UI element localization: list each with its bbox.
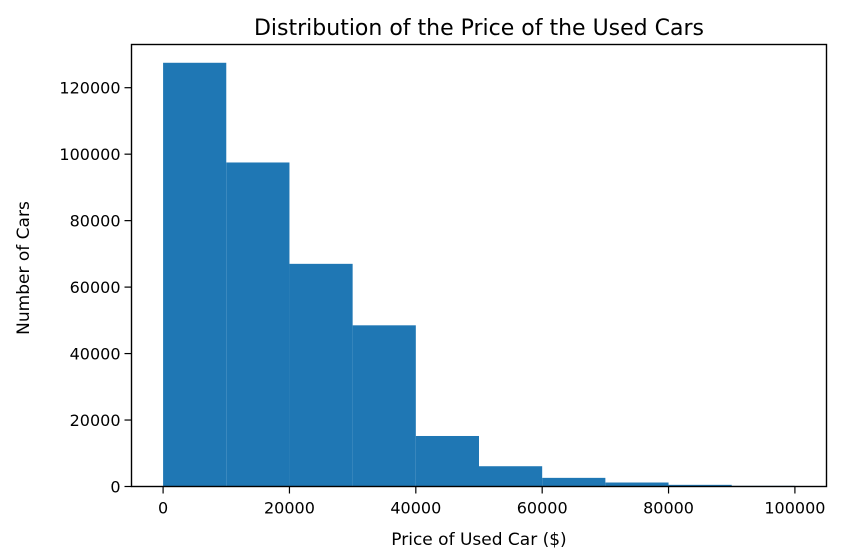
histogram-bar-3 [352, 325, 416, 487]
x-tick-label-3: 60000 [517, 499, 568, 518]
x-axis-label: Price of Used Car ($) [391, 530, 566, 550]
y-axis-label: Number of Cars [14, 201, 34, 335]
x-tick-label-2: 40000 [390, 499, 441, 518]
y-tick-label-1: 20000 [70, 411, 121, 430]
x-tick-label-0: 0 [158, 499, 168, 518]
x-tick-label-5: 100000 [764, 499, 825, 518]
x-axis: 0 20000 40000 60000 80000 100000 [158, 486, 825, 518]
y-tick-label-2: 40000 [70, 345, 121, 364]
y-tick-label-5: 100000 [59, 145, 120, 164]
y-tick-label-0: 0 [110, 478, 120, 497]
x-tick-label-1: 20000 [264, 499, 315, 518]
histogram-bar-4 [415, 435, 479, 487]
histogram-bar-7 [605, 482, 669, 487]
y-tick-label-4: 80000 [70, 212, 121, 231]
y-tick-label-6: 120000 [59, 79, 120, 98]
x-tick-label-4: 80000 [643, 499, 694, 518]
histogram-bar-2 [289, 263, 353, 487]
y-axis: 0 20000 40000 60000 80000 100000 120000 [59, 79, 132, 497]
histogram-bar-1 [226, 162, 290, 487]
histogram-bar-8 [668, 484, 732, 487]
histogram-bar-5 [479, 466, 543, 487]
chart-title: Distribution of the Price of the Used Ca… [254, 16, 704, 41]
bars-layer [163, 62, 795, 487]
y-tick-label-3: 60000 [70, 278, 121, 297]
plot-frame [130, 43, 828, 488]
histogram-bar-6 [542, 477, 606, 487]
histogram-bar-0 [163, 62, 227, 487]
